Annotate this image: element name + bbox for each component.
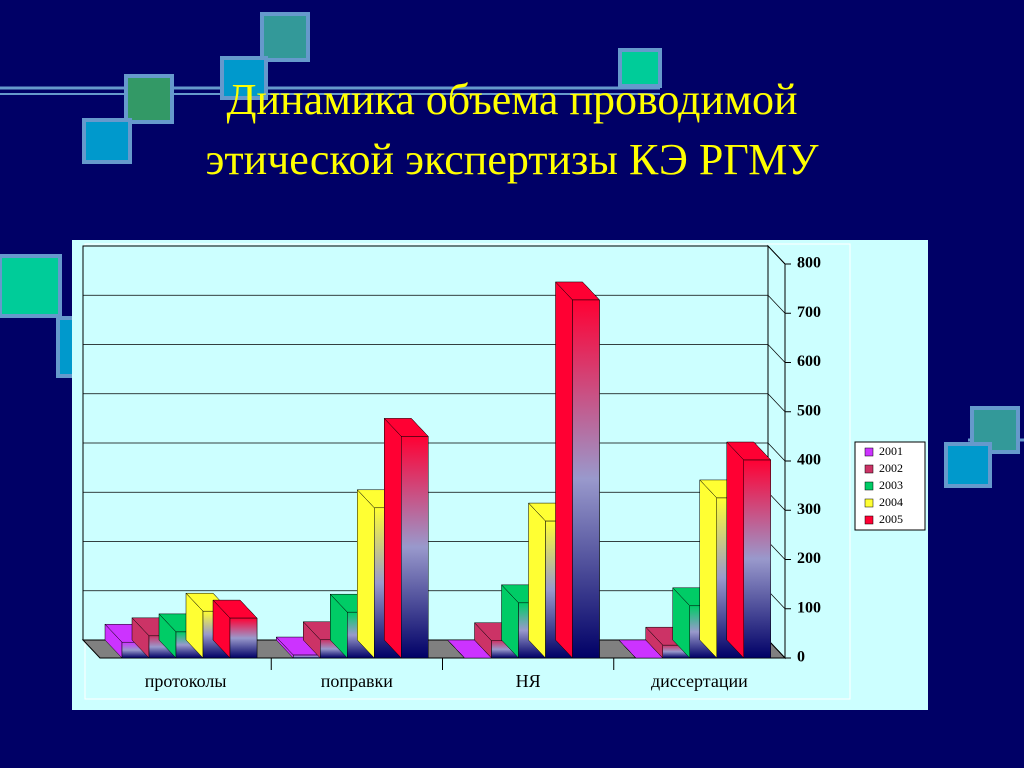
legend-swatch <box>864 447 874 457</box>
x-tick-label: поправки <box>321 671 393 691</box>
bar-left <box>357 489 375 659</box>
y-tick-label: 100 <box>797 599 821 616</box>
bar-left <box>618 639 636 659</box>
legend-label: 2004 <box>879 495 903 509</box>
y-tick-label: 400 <box>797 452 821 469</box>
bar-front <box>229 617 258 659</box>
grid-line <box>767 442 786 462</box>
bar <box>726 441 772 659</box>
deco-square <box>260 12 310 62</box>
deco-square <box>220 56 268 100</box>
y-tick-label: 700 <box>797 304 821 321</box>
bar-left <box>699 479 717 659</box>
bar <box>212 599 258 659</box>
legend-swatch <box>864 481 874 491</box>
bar-front <box>293 654 321 659</box>
legend-swatch <box>864 464 874 474</box>
legend-label: 2002 <box>879 461 903 475</box>
y-tick-label: 0 <box>797 649 805 666</box>
deco-square <box>124 74 174 124</box>
y-tick-label: 300 <box>797 501 821 518</box>
bar-left <box>447 639 465 659</box>
y-tick-label: 800 <box>797 255 821 272</box>
bar-left <box>555 281 573 659</box>
deco-square <box>618 48 662 88</box>
bar-front <box>572 299 600 659</box>
bar-left <box>384 417 402 659</box>
bar-front <box>743 459 771 659</box>
grid-line <box>767 295 786 314</box>
grid-line <box>767 393 786 412</box>
deco-square <box>82 118 132 164</box>
slide-title: Динамика объема проводимой этической экс… <box>205 75 819 184</box>
x-tick-label: протоколы <box>145 671 227 691</box>
bar-front <box>401 436 429 659</box>
bar <box>383 417 429 659</box>
x-tick-label: НЯ <box>516 671 541 691</box>
legend-swatch <box>864 515 874 525</box>
bar-left <box>726 441 744 659</box>
y-tick-label: 500 <box>797 402 821 419</box>
y-tick-label: 600 <box>797 353 821 370</box>
legend-label: 2003 <box>879 478 903 492</box>
bar <box>554 281 601 659</box>
grid-line <box>767 344 786 363</box>
x-tick-label: диссертации <box>651 671 748 691</box>
bar-left <box>528 502 546 659</box>
deco-square <box>0 254 62 318</box>
deco-square <box>944 442 992 488</box>
grid-line <box>767 245 786 265</box>
y-tick-label: 200 <box>797 550 821 567</box>
legend-label: 2001 <box>879 444 903 458</box>
legend-swatch <box>864 498 874 508</box>
legend-label: 2005 <box>879 512 903 526</box>
